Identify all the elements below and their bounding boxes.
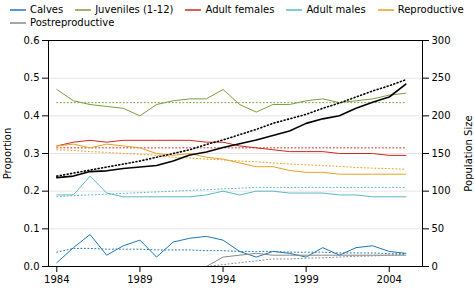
svg-text:50: 50 <box>432 223 445 234</box>
svg-text:2004: 2004 <box>377 274 402 285</box>
svg-text:300: 300 <box>432 35 451 46</box>
svg-text:0.3: 0.3 <box>24 148 40 159</box>
svg-text:Population Size: Population Size <box>463 115 474 191</box>
svg-text:0: 0 <box>432 261 438 272</box>
html-text:Adult males: Adult males <box>306 4 366 15</box>
svg-text:1999: 1999 <box>293 274 318 285</box>
html-text:Juveniles (1-12): Juveniles (1-12) <box>95 4 174 15</box>
html-text:Postreproductive: Postreproductive <box>30 17 115 28</box>
html-text:Calves: Calves <box>30 4 64 15</box>
svg-text:0.4: 0.4 <box>24 110 40 121</box>
html-text:Adult females: Adult females <box>205 4 275 15</box>
svg-text:1984: 1984 <box>44 274 69 285</box>
svg-text:200: 200 <box>432 110 451 121</box>
svg-text:1994: 1994 <box>210 274 235 285</box>
svg-text:0.0: 0.0 <box>24 261 40 272</box>
svg-text:0.1: 0.1 <box>24 223 40 234</box>
svg-text:100: 100 <box>432 185 451 196</box>
svg-text:0.5: 0.5 <box>24 72 40 83</box>
svg-text:Proportion: Proportion <box>2 128 13 180</box>
svg-text:250: 250 <box>432 72 451 83</box>
svg-text:1989: 1989 <box>127 274 152 285</box>
svg-text:0.6: 0.6 <box>24 35 40 46</box>
svg-text:150: 150 <box>432 148 451 159</box>
html-text:Reproductive: Reproductive <box>397 4 464 15</box>
svg-text:0.2: 0.2 <box>24 185 40 196</box>
